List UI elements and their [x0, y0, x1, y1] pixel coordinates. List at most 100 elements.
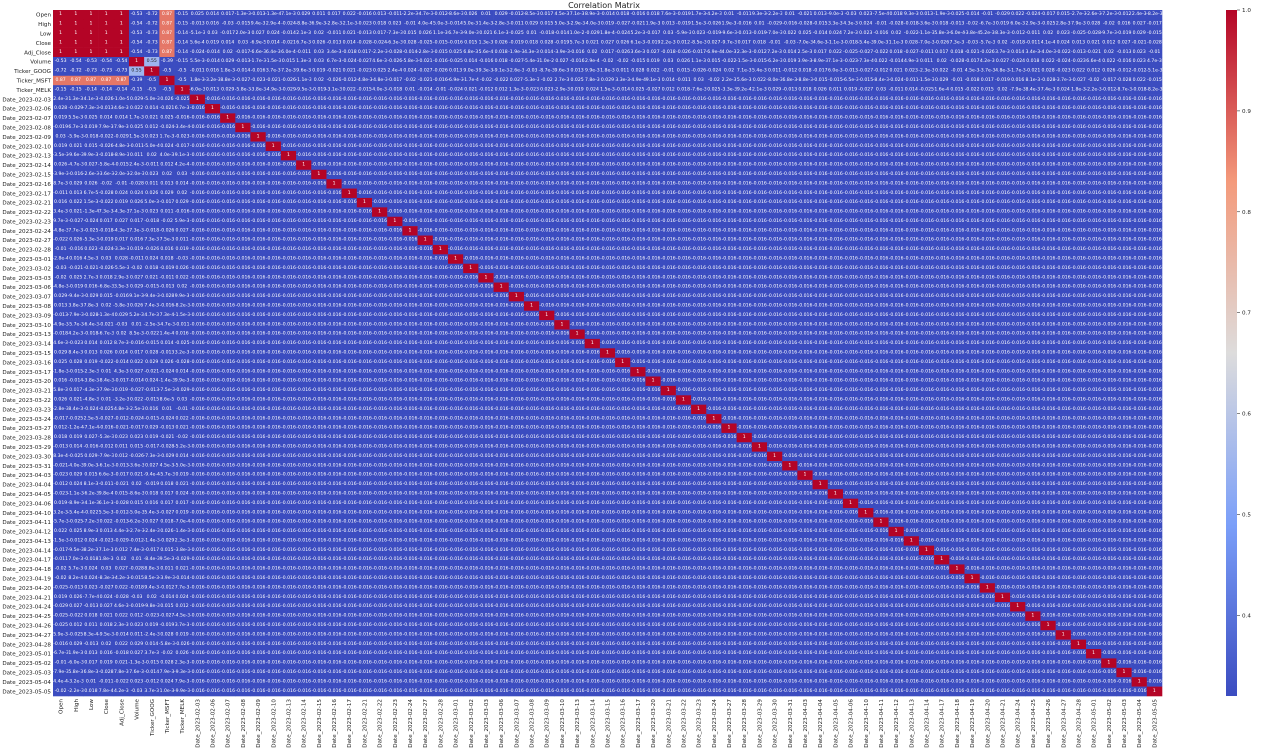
cell-value-label: -0.016 [463, 312, 478, 318]
cell-value-label: -0.016 [281, 256, 296, 262]
cell-value-label: 0.026 [677, 58, 690, 64]
cell-value-label: -4.0e-3 [1040, 49, 1056, 55]
cell-value-label: -0.016 [950, 293, 965, 299]
cell-value-label: -0.028 [84, 312, 99, 318]
cell-value-label: -0.016 [904, 303, 919, 309]
cell-value-label: 0.018 [798, 68, 811, 74]
cell-value-label: -0.016 [585, 321, 600, 327]
cell-value-label: -0.016 [235, 180, 250, 186]
cell-value-label: -0.016 [1010, 143, 1025, 149]
cell-value-label: 0.87 [71, 77, 81, 83]
cell-value-label: -0.016 [600, 237, 615, 243]
cell-value-label: 7.1e-3 [828, 58, 843, 64]
cell-value-label: -0.016 [524, 274, 539, 280]
cell-value-label: -0.016 [296, 152, 311, 158]
cell-value-label: -0.016 [889, 115, 904, 121]
cell-value-label: -0.016 [995, 143, 1010, 149]
cell-value-label: -0.016 [1056, 284, 1071, 290]
cell-value-label: -0.016 [311, 303, 326, 309]
cell-value-label: -0.016 [463, 96, 478, 102]
cell-value-label: -0.016 [798, 152, 813, 158]
cell-value-label: -0.016 [585, 96, 600, 102]
cell-value-label: -0.016 [1010, 293, 1025, 299]
cell-value-label: -0.016 [479, 58, 494, 64]
cell-value-label: 0.022 [647, 68, 660, 74]
cell-value-label: -0.016 [676, 237, 691, 243]
cell-value-label: -0.016 [509, 152, 524, 158]
cell-value-label: -0.016 [555, 96, 570, 102]
cell-value-label: -0.016 [1010, 246, 1025, 252]
cell-value-label: -0.016 [433, 124, 448, 130]
cell-value-label: -0.016 [1056, 152, 1071, 158]
cell-value-label: 5.2e-3 [129, 312, 144, 318]
cell-value-label: -0.016 [600, 115, 615, 121]
cell-value-label: 5.0e-3 [433, 21, 448, 27]
cell-value-label: -0.016 [919, 171, 934, 177]
cell-value-label: -0.016 [919, 199, 934, 205]
cell-value-label: -0.016 [1086, 293, 1101, 299]
cell-value-label: 4.2e-3 [68, 331, 83, 337]
cell-value-label: -0.016 [828, 218, 843, 224]
cell-value-label: -0.016 [509, 105, 524, 111]
cell-value-label: -0.013 [1071, 49, 1086, 55]
cell-value-label: -0.016 [1056, 180, 1071, 186]
cell-value-label: -0.016 [722, 180, 737, 186]
cell-value-label: -0.016 [296, 274, 311, 280]
cell-value-label: -0.016 [296, 256, 311, 262]
cell-value-label: -0.016 [858, 96, 873, 102]
cell-value-label: -0.016 [1056, 246, 1071, 252]
cell-value-label: -0.016 [661, 124, 676, 130]
cell-value-label: -0.016 [251, 237, 266, 243]
cell-value-label: 0.014 [905, 86, 918, 92]
cell-value-label: -9.6e-3 [68, 152, 84, 158]
cell-value-label: -0.016 [433, 199, 448, 205]
cell-value-label: -0.016 [357, 105, 372, 111]
cell-value-label: -0.016 [919, 105, 934, 111]
cell-value-label: 0.03 [663, 58, 673, 64]
cell-value-label: -0.016 [706, 321, 721, 327]
cell-value-label: 1 [378, 209, 381, 215]
cell-value-label: -0.016 [205, 96, 220, 102]
cell-value-label: -0.016 [570, 256, 585, 262]
cell-value-label: 5.4e-3 [752, 68, 767, 74]
cell-value-label: -0.016 [1071, 256, 1086, 262]
cell-value-label: -0.016 [555, 115, 570, 121]
cell-value-label: -0.016 [1117, 321, 1132, 327]
cell-value-label: -0.016 [327, 256, 342, 262]
cell-value-label: -0.016 [752, 152, 767, 158]
cell-value-label: -0.024 [281, 21, 296, 27]
cell-value-label: -0.023 [1071, 58, 1086, 64]
cell-value-label: 6.7e-3 [68, 124, 83, 130]
cell-value-label: 8.9e-3 [585, 11, 600, 17]
cell-value-label: -0.016 [782, 124, 797, 130]
cell-value-label: -0.016 [175, 209, 190, 215]
cell-value-label: -0.016 [555, 237, 570, 243]
cell-value-label: -0.016 [1147, 218, 1162, 224]
cell-value-label: -0.016 [995, 124, 1010, 130]
cell-value-label: 0.013 [69, 190, 82, 196]
cell-value-label: -0.016 [630, 321, 645, 327]
cell-value-label: -0.016 [251, 284, 266, 290]
cell-value-label: -0.016 [1010, 256, 1025, 262]
cell-value-label: 0.025 [160, 115, 173, 121]
cell-value-label: -0.016 [646, 312, 661, 318]
cell-value-label: -0.016 [934, 133, 949, 139]
cell-value-label: -0.024 [615, 30, 630, 36]
cell-value-label: -0.016 [889, 96, 904, 102]
cell-value-label: -0.016 [813, 293, 828, 299]
cell-value-label: -0.14 [176, 49, 188, 55]
cell-value-label: -0.016 [600, 152, 615, 158]
cell-value-label: -0.016 [919, 209, 934, 215]
cell-value-label: -8.4e-3 [873, 77, 889, 83]
cell-value-label: 0.02 [314, 77, 324, 83]
cell-value-label: -0.016 [767, 265, 782, 271]
cell-value-label: 0.021 [890, 68, 903, 74]
cell-value-label: -0.016 [266, 171, 281, 177]
cell-value-label: 4.9e-3 [904, 58, 919, 64]
cell-value-label: 0.018 [160, 256, 173, 262]
cell-value-label: 1 [485, 274, 488, 280]
cell-value-label: -0.016 [539, 105, 554, 111]
cell-value-label: 0.011 [130, 152, 143, 158]
cell-value-label: -0.016 [858, 312, 873, 318]
cell-value-label: 0.013 [206, 86, 219, 92]
